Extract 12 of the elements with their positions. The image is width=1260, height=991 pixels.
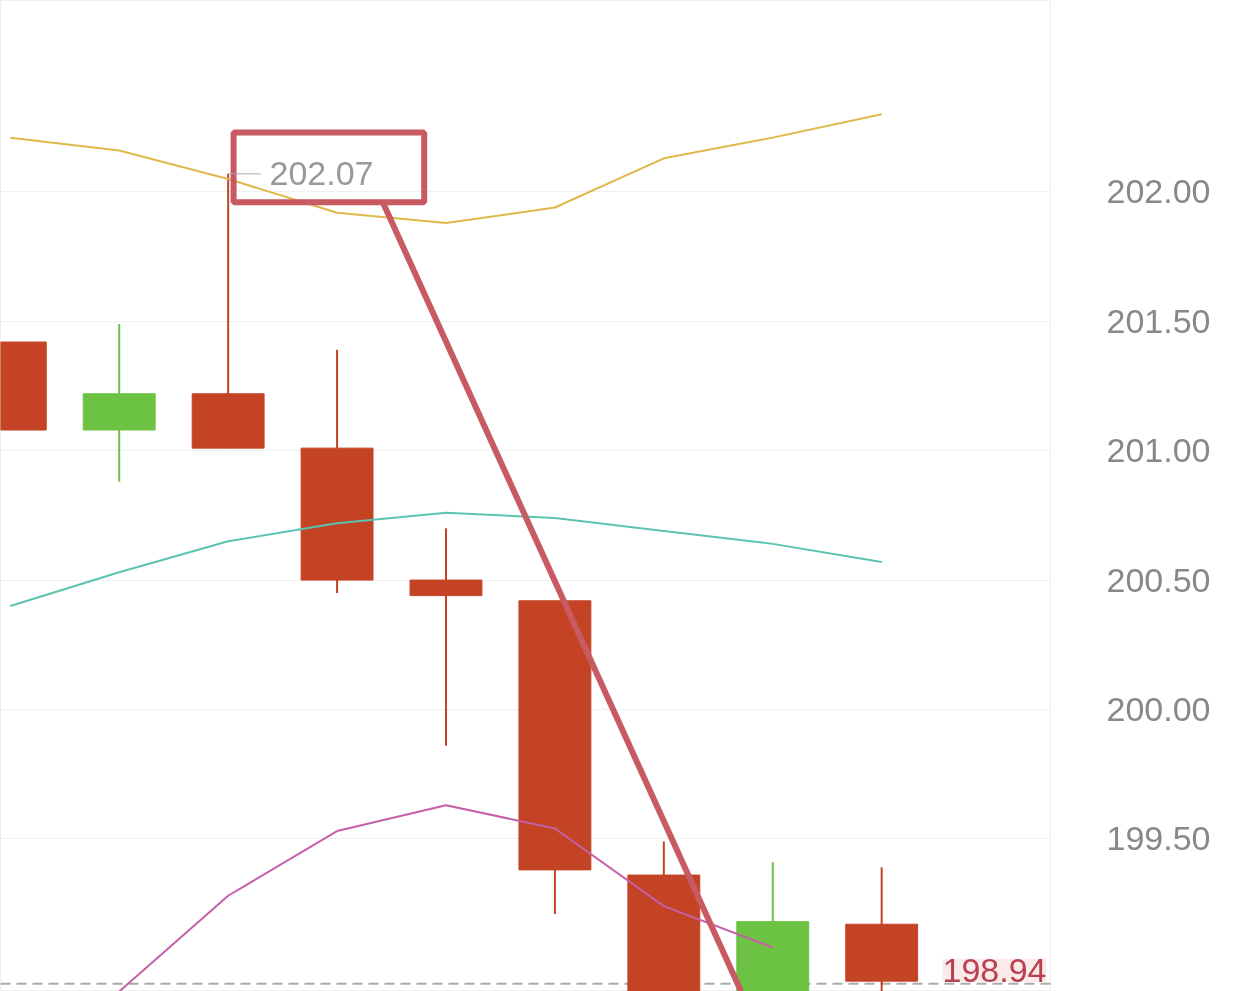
- y-tick-label: 201.00: [1106, 431, 1211, 470]
- annotation: 202.07: [269, 154, 374, 193]
- candlestick: [409, 527, 483, 747]
- y-tick-label: 199.50: [1106, 819, 1211, 858]
- y-tick-label: 202.00: [1106, 172, 1211, 211]
- line-series: [9, 511, 883, 607]
- y-tick-label: 200.00: [1106, 689, 1211, 728]
- y-tick-label: 201.50: [1106, 301, 1211, 340]
- y-tick-label: 200.50: [1106, 560, 1211, 599]
- ref-line-label: 198.94: [942, 950, 1047, 989]
- line-series: [9, 113, 883, 225]
- line-series: [118, 804, 774, 991]
